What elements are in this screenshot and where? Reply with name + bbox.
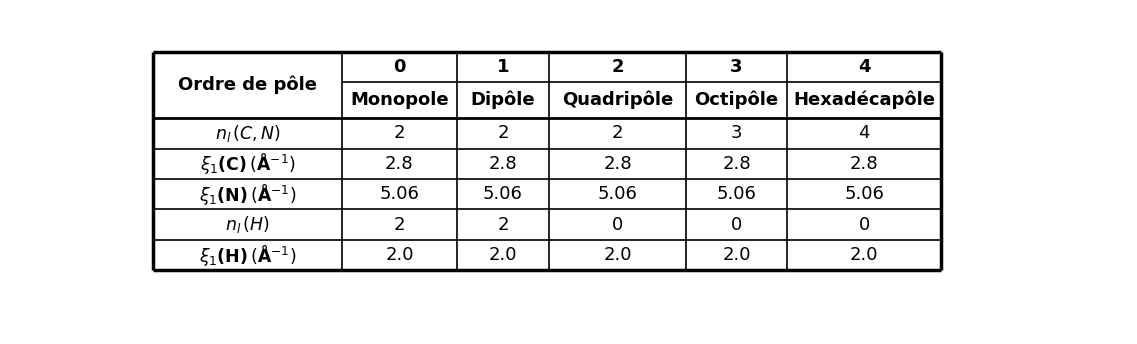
Text: $n_l\,(H)$: $n_l\,(H)$ [225, 214, 269, 235]
Text: 5.06: 5.06 [380, 185, 420, 203]
Text: 0: 0 [858, 216, 870, 234]
Text: 2.8: 2.8 [604, 155, 632, 173]
Text: 2.8: 2.8 [850, 155, 879, 173]
Text: 5.06: 5.06 [598, 185, 638, 203]
Text: 1: 1 [497, 58, 509, 76]
Text: Quadripôle: Quadripôle [562, 91, 673, 109]
Text: Ordre de pôle: Ordre de pôle [177, 76, 317, 94]
Text: 3: 3 [731, 124, 742, 142]
Text: 2: 2 [497, 124, 508, 142]
Text: 2.0: 2.0 [489, 246, 517, 264]
Text: 0: 0 [612, 216, 623, 234]
Text: 5.06: 5.06 [483, 185, 523, 203]
Text: 2.8: 2.8 [385, 155, 414, 173]
Text: 2.0: 2.0 [722, 246, 750, 264]
Text: 2: 2 [612, 124, 623, 142]
Text: 2: 2 [393, 216, 405, 234]
Text: $n_l\,(C,N)$: $n_l\,(C,N)$ [215, 123, 281, 144]
Text: 0: 0 [731, 216, 742, 234]
Text: 0: 0 [393, 58, 406, 76]
Text: 2.8: 2.8 [489, 155, 517, 173]
Text: Hexadécapôle: Hexadécapôle [794, 91, 936, 109]
Text: 5.06: 5.06 [845, 185, 885, 203]
Text: 2: 2 [612, 58, 624, 76]
Text: 3: 3 [730, 58, 742, 76]
Text: Monopole: Monopole [350, 91, 449, 109]
Text: Dipôle: Dipôle [471, 91, 536, 109]
Text: $\xi_1\mathbf{(H)}\,(\mathbf{\AA}^{-1})$: $\xi_1\mathbf{(H)}\,(\mathbf{\AA}^{-1})$ [199, 243, 296, 268]
Text: $\xi_1\mathbf{(N)}\,(\mathbf{\AA}^{-1})$: $\xi_1\mathbf{(N)}\,(\mathbf{\AA}^{-1})$ [199, 182, 296, 207]
Text: Octipôle: Octipôle [695, 91, 779, 109]
Text: 4: 4 [858, 124, 870, 142]
Text: 4: 4 [858, 58, 871, 76]
Text: 5.06: 5.06 [716, 185, 756, 203]
Text: 2.0: 2.0 [604, 246, 632, 264]
Text: $\xi_1\mathbf{(C)}\,(\mathbf{\AA}^{-1})$: $\xi_1\mathbf{(C)}\,(\mathbf{\AA}^{-1})$ [200, 151, 296, 176]
Text: 2.0: 2.0 [385, 246, 414, 264]
Text: 2: 2 [497, 216, 508, 234]
Text: 2.0: 2.0 [850, 246, 879, 264]
Text: 2.8: 2.8 [722, 155, 750, 173]
Text: 2: 2 [393, 124, 405, 142]
